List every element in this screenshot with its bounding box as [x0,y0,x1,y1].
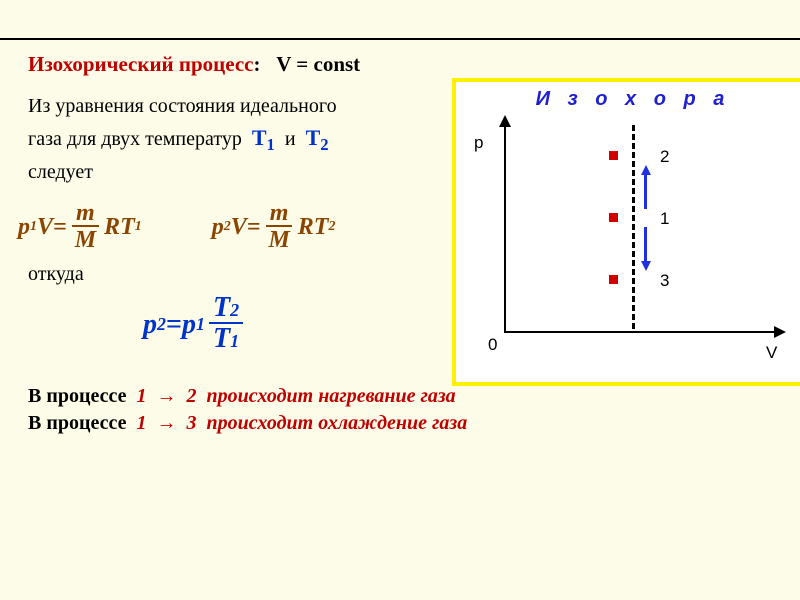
eq1-p: p [18,214,30,241]
intro-T2: T [306,125,321,150]
p2-a: В процессе [28,412,127,434]
x-axis [504,331,779,333]
res-T1: T1 [209,324,243,355]
title-bar [0,0,800,40]
res-p2: p [143,309,157,341]
eq1-frac: m M [71,201,100,253]
arrow-up-line [644,173,647,209]
point-1 [609,213,618,222]
p1-n2: 2 [187,385,197,407]
eq2-T: T [314,214,329,241]
eq2-V: V [231,214,247,241]
res-p2s: 2 [157,314,166,335]
point-2 [609,151,618,160]
eq2-ps: 2 [224,219,231,235]
eq2-R: R [298,214,314,241]
intro-l3: следует [28,161,93,183]
intro-and: и [285,128,296,150]
res-frac: T2 T1 [209,294,243,355]
eq2-m: m [266,201,293,227]
heading-colon: : [254,52,261,76]
eq2-Ts: 2 [328,219,335,235]
heading-condition: V = const [276,52,360,76]
eq1-Ts: 1 [135,219,142,235]
p1-n1: 1 [137,385,147,407]
eq1-V: V [37,214,53,241]
eq1-m: m [72,201,99,227]
point-3 [609,275,618,284]
eq2-frac: m M [264,201,293,253]
x-axis-arrow-icon [774,326,786,338]
y-axis-arrow-icon [499,115,511,127]
eq1-R: R [104,214,120,241]
p2-b: происходит охлаждение газа [207,412,468,434]
point-2-label: 2 [660,147,669,167]
eq2-eq: = [247,214,261,241]
isochore-graph: И з о х о р а p V 0 2 1 3 [452,78,800,386]
intro-text: Из уравнения состояния идеального газа д… [28,91,448,187]
point-1-label: 1 [660,209,669,229]
p1-arr: → [157,385,177,407]
intro-T2s: 2 [320,135,328,154]
eq1-M: M [71,227,100,253]
equation-2: p2V = m M RT2 [212,201,336,253]
p2-n1: 1 [137,412,147,434]
slide-content: Изохорический процесс: V = const Из урав… [0,40,800,449]
arrow-down-line [644,227,647,263]
res-p1: p [182,309,196,341]
heading-line: Изохорический процесс: V = const [28,52,780,77]
y-axis-label: p [474,133,483,153]
arrow-down-icon [641,261,651,271]
intro-T1s: 1 [267,135,275,154]
graph-axes: p V 0 2 1 3 [466,115,786,365]
eq2-p: p [212,214,224,241]
process-1: В процессе 1 → 2 происходит нагревание г… [28,385,780,408]
p2-arr: → [157,412,177,434]
eq1-eq: = [53,214,67,241]
p1-a: В процессе [28,385,127,407]
process-2: В процессе 1 → 3 происходит охлаждение г… [28,412,780,435]
arrow-up-icon [641,165,651,175]
res-eq: = [166,309,182,341]
heading-label: Изохорический процесс [28,52,254,76]
isochore-dashed-line [632,125,635,329]
x-axis-label: V [766,343,777,363]
eq1-T: T [120,214,135,241]
eq2-M: M [264,227,293,253]
intro-l2a: газа для двух температур [28,128,242,150]
intro-l1: Из уравнения состояния идеального [28,95,337,117]
point-3-label: 3 [660,271,669,291]
y-axis [504,121,506,331]
res-T2: T2 [209,294,243,324]
intro-T1: T [252,125,267,150]
eq1-ps: 1 [30,219,37,235]
res-p1s: 1 [196,314,205,335]
p2-n2: 3 [187,412,197,434]
graph-title: И з о х о р а [466,88,800,111]
equation-1: p1V = m M RT1 [18,201,142,253]
origin-label: 0 [488,335,497,355]
p1-b: происходит нагревание газа [207,385,456,407]
